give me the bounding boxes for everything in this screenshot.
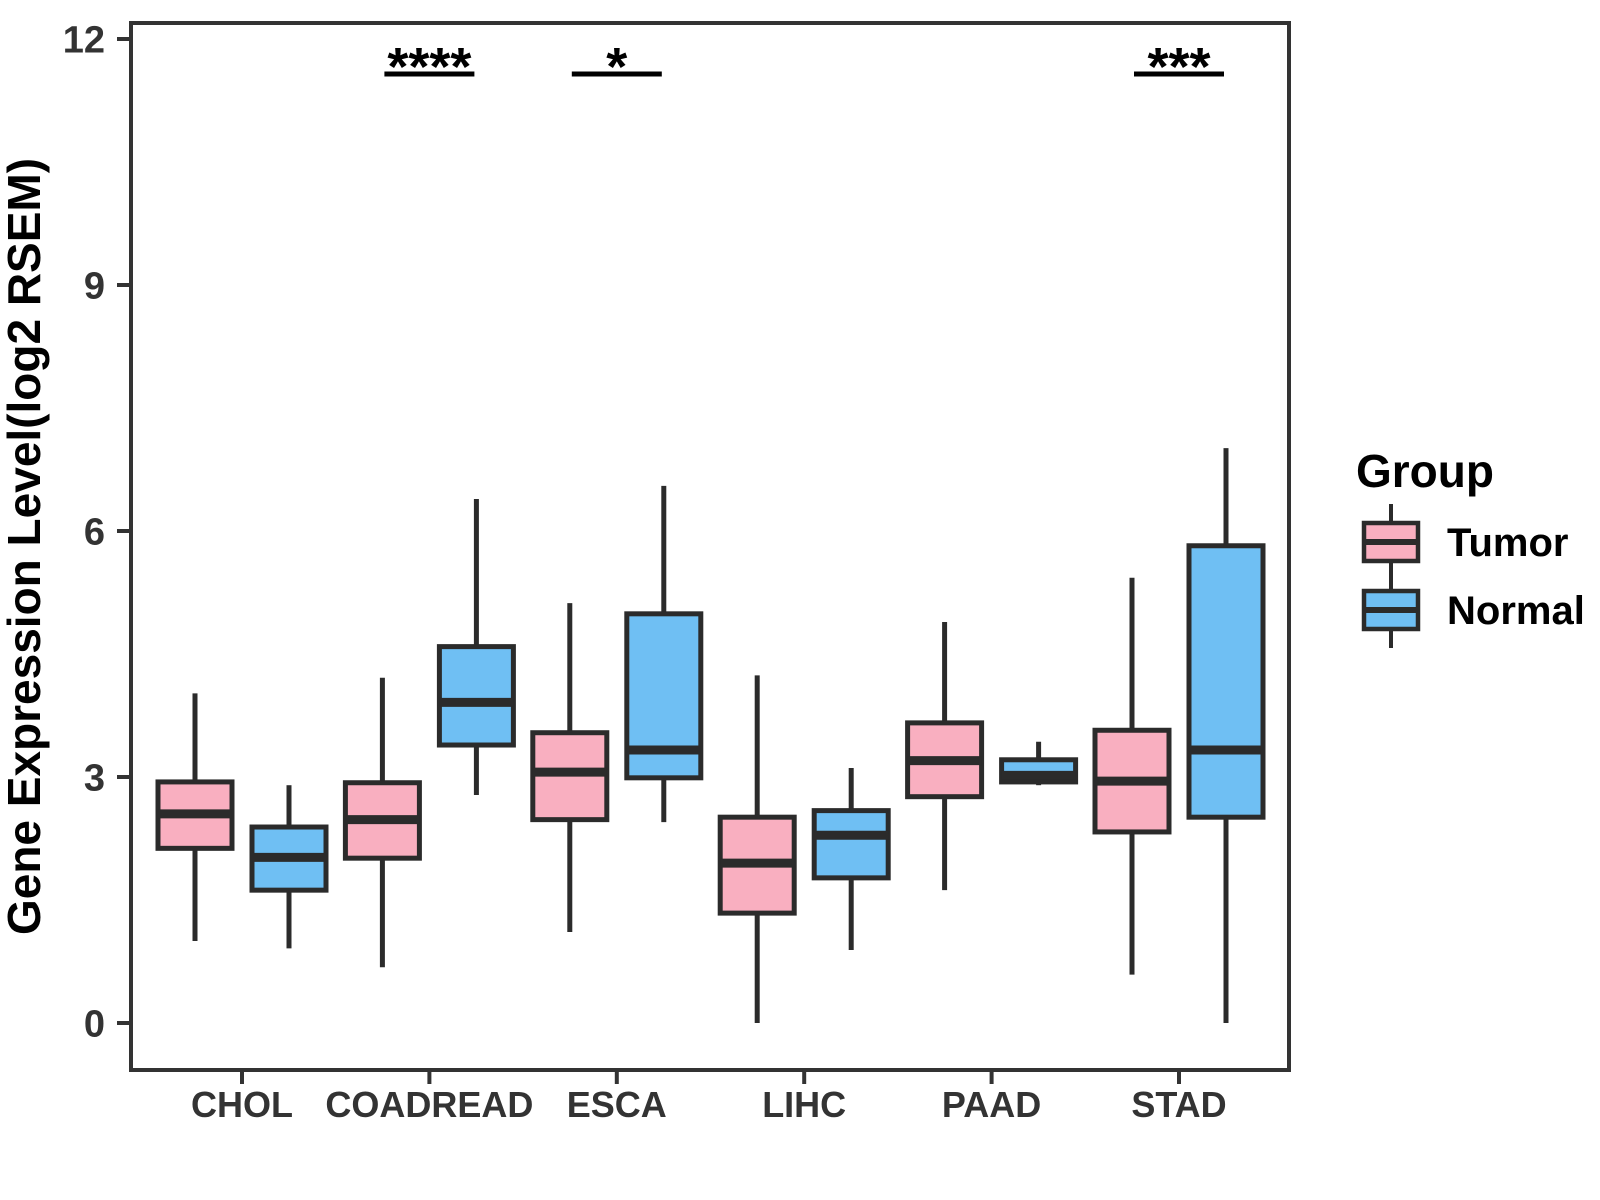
box-lihc-normal xyxy=(811,808,891,881)
y-axis-title: Gene Expression Level(log2 RSEM) xyxy=(0,158,50,935)
significance-stars-coadread: **** xyxy=(387,37,471,97)
x-tick-label-lihc: LIHC xyxy=(762,1084,846,1125)
significance-stars-stad: *** xyxy=(1147,37,1210,97)
x-tick-label-coadread: COADREAD xyxy=(325,1084,533,1125)
legend-label-tumor: Tumor xyxy=(1447,521,1568,565)
y-tick-label: 3 xyxy=(84,757,105,799)
x-tick-label-stad: STAD xyxy=(1131,1084,1226,1125)
y-tick-label: 0 xyxy=(84,1003,105,1045)
x-tick-label-esca: ESCA xyxy=(567,1084,667,1125)
y-tick-label: 12 xyxy=(63,19,105,61)
legend-title: Group xyxy=(1356,445,1494,497)
y-tick-label: 9 xyxy=(84,265,105,307)
y-tick-label: 6 xyxy=(84,511,105,553)
box-stad-normal xyxy=(1186,543,1266,820)
plot-panel xyxy=(129,21,1291,1072)
significance-stars-esca: * xyxy=(606,37,627,97)
legend-label-normal: Normal xyxy=(1447,589,1585,633)
x-tick-label-chol: CHOL xyxy=(191,1084,293,1125)
box-coadread-normal xyxy=(436,644,516,748)
x-tick-label-paad: PAAD xyxy=(942,1084,1041,1125)
